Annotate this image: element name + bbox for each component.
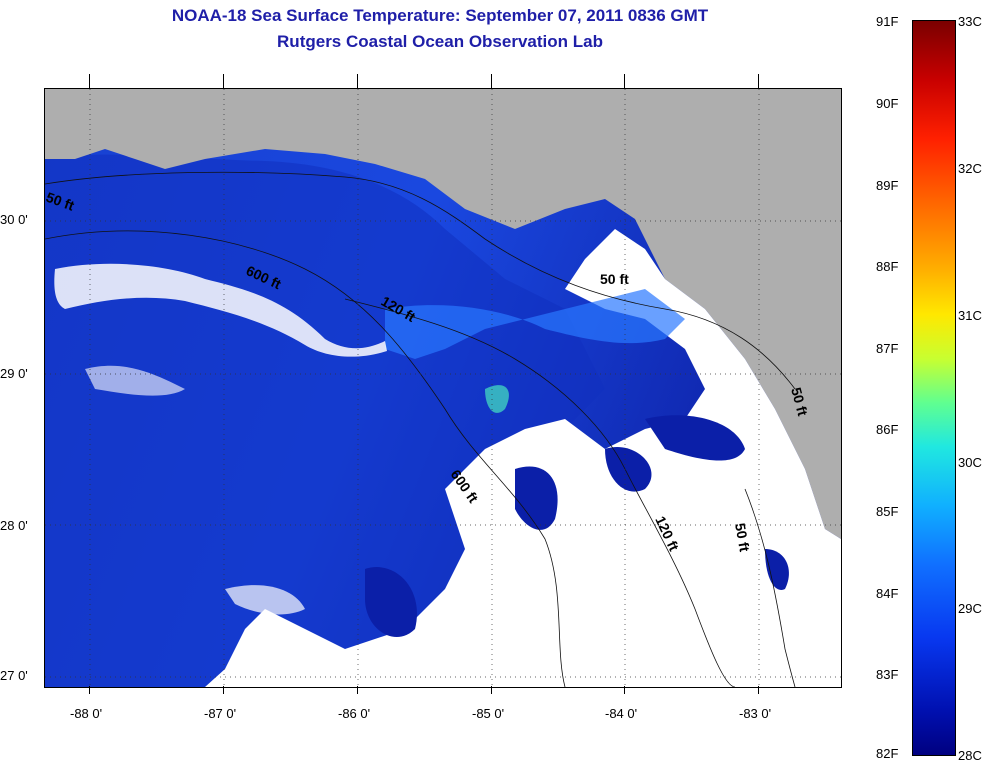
water-patch bbox=[765, 549, 789, 590]
contour-50ft-east bbox=[744, 488, 796, 687]
contour-600ft bbox=[45, 230, 566, 687]
land bbox=[45, 89, 841, 539]
colorbar-f-label: 84F bbox=[876, 586, 899, 601]
tick bbox=[624, 686, 625, 694]
lat-label: 28 0' bbox=[0, 518, 28, 533]
lat-label: 29 0' bbox=[0, 366, 28, 381]
tick bbox=[89, 74, 90, 88]
colorbar-c-label: 33C bbox=[958, 14, 982, 29]
contour-120ft bbox=[344, 298, 736, 687]
tick bbox=[491, 686, 492, 694]
water-patch bbox=[645, 415, 745, 461]
contour-label: 50 ft bbox=[600, 271, 629, 287]
colorbar-c-label: 29C bbox=[958, 601, 982, 616]
colorbar-c-label: 32C bbox=[958, 161, 982, 176]
lon-label: -84 0' bbox=[605, 706, 638, 721]
tick bbox=[357, 686, 358, 694]
map-subtitle: Rutgers Coastal Ocean Observation Lab bbox=[277, 32, 603, 51]
tick bbox=[223, 686, 224, 694]
colorbar-c-label: 30C bbox=[958, 455, 982, 470]
water-patch bbox=[365, 567, 417, 638]
water-patch bbox=[605, 447, 652, 492]
colorbar-f-label: 86F bbox=[876, 422, 899, 437]
contour-label: 50 ft bbox=[788, 386, 811, 418]
lon-label: -88 0' bbox=[70, 706, 103, 721]
colorbar-f-label: 83F bbox=[876, 667, 899, 682]
tick bbox=[491, 74, 492, 88]
sst-map: 50 ft 600 ft 120 ft 50 ft 600 ft 120 ft … bbox=[44, 88, 842, 688]
lon-label: -85 0' bbox=[472, 706, 505, 721]
contour-label: 50 ft bbox=[732, 522, 753, 553]
tick bbox=[89, 686, 90, 694]
lon-label: -83 0' bbox=[739, 706, 772, 721]
lat-label: 27 0' bbox=[0, 668, 28, 683]
warm-plume bbox=[385, 289, 685, 359]
sst-map-svg: 50 ft 600 ft 120 ft 50 ft 600 ft 120 ft … bbox=[45, 89, 841, 687]
tick bbox=[624, 74, 625, 88]
temperature-colorbar bbox=[912, 20, 956, 756]
lat-label: 30 0' bbox=[0, 212, 28, 227]
map-title: NOAA-18 Sea Surface Temperature: Septemb… bbox=[171, 6, 709, 25]
cloud-speckle-west bbox=[54, 263, 387, 357]
colorbar-f-label: 91F bbox=[876, 14, 899, 29]
colorbar-f-label: 90F bbox=[876, 96, 899, 111]
colorbar-f-label: 87F bbox=[876, 341, 899, 356]
colorbar-f-label: 89F bbox=[876, 178, 899, 193]
lon-label: -87 0' bbox=[204, 706, 237, 721]
contour-50ft bbox=[45, 171, 796, 390]
tick bbox=[758, 74, 759, 88]
colorbar-f-label: 85F bbox=[876, 504, 899, 519]
tick bbox=[758, 686, 759, 694]
cloud-cover-east bbox=[205, 229, 841, 687]
lon-label: -86 0' bbox=[338, 706, 371, 721]
colorbar-c-label: 31C bbox=[958, 308, 982, 323]
colorbar-c-label: 28C bbox=[958, 748, 982, 763]
colorbar-f-label: 82F bbox=[876, 746, 899, 761]
cloud-speckle bbox=[85, 365, 185, 396]
water-patch bbox=[515, 466, 558, 530]
tick bbox=[223, 74, 224, 88]
warm-spot bbox=[485, 385, 509, 413]
colorbar-f-label: 88F bbox=[876, 259, 899, 274]
cloud-speckle bbox=[225, 585, 305, 615]
tick bbox=[357, 74, 358, 88]
